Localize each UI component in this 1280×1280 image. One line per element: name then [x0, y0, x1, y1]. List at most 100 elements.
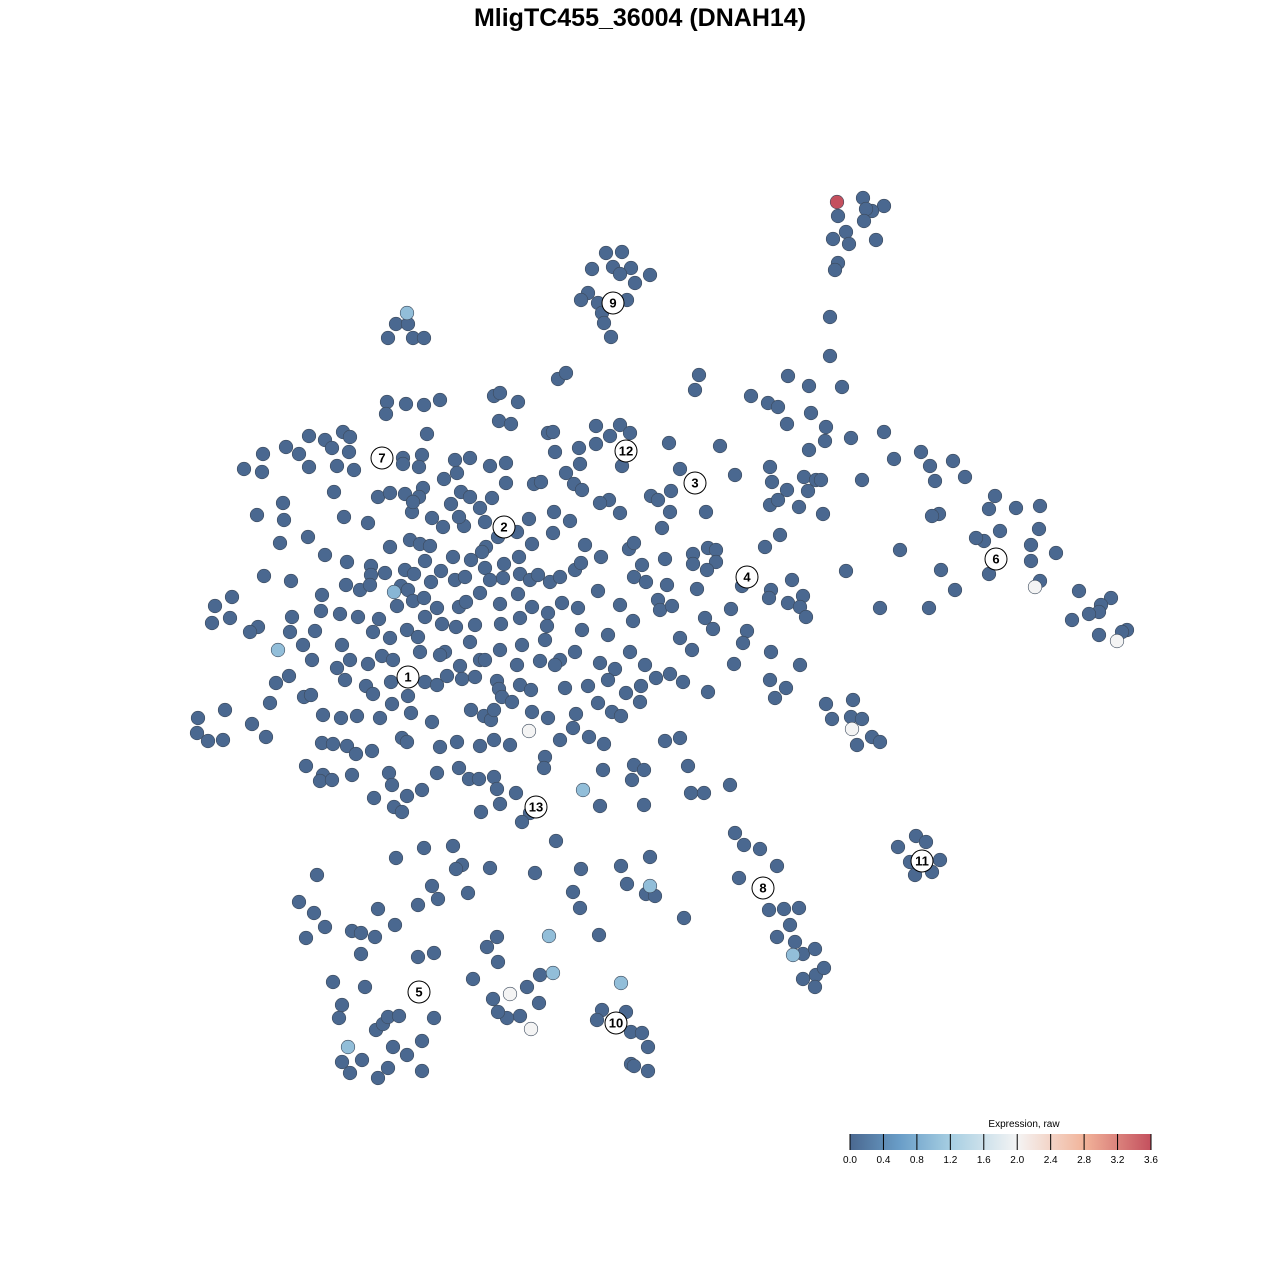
data-point — [303, 687, 319, 703]
data-point — [676, 910, 692, 926]
data-point — [482, 458, 498, 474]
data-point — [382, 539, 398, 555]
data-point — [509, 657, 525, 673]
data-point — [932, 852, 948, 868]
data-point — [417, 674, 433, 690]
data-point — [399, 1047, 415, 1063]
data-point — [429, 600, 445, 616]
data-point — [947, 582, 963, 598]
data-point — [491, 413, 507, 429]
data-point — [772, 527, 788, 543]
data-point — [282, 624, 298, 640]
data-point — [530, 567, 546, 583]
data-point — [317, 547, 333, 563]
data-point — [298, 758, 314, 774]
data-point — [333, 710, 349, 726]
data-point — [619, 876, 635, 892]
data-point — [532, 967, 548, 983]
data-point — [334, 1054, 350, 1070]
data-point — [807, 941, 823, 957]
data-point — [465, 971, 481, 987]
data-point — [632, 694, 648, 710]
data-point — [626, 569, 642, 585]
data-point — [546, 504, 562, 520]
data-point — [332, 606, 348, 622]
data-point — [726, 656, 742, 672]
data-point — [778, 680, 794, 696]
cluster-label-text: 10 — [609, 1016, 623, 1031]
data-point — [807, 979, 823, 995]
data-point — [429, 677, 445, 693]
data-point — [637, 657, 653, 673]
data-point — [395, 456, 411, 472]
data-point — [800, 483, 816, 499]
data-point — [642, 849, 658, 865]
data-point — [697, 610, 713, 626]
data-point — [595, 762, 611, 778]
data-point — [838, 224, 854, 240]
data-point — [388, 316, 404, 332]
data-point — [472, 738, 488, 754]
legend-tick-label: 2.4 — [1044, 1155, 1058, 1166]
data-point — [782, 917, 798, 933]
data-point — [342, 429, 358, 445]
data-point — [341, 444, 357, 460]
data-point — [537, 632, 553, 648]
data-point — [329, 660, 345, 676]
data-point — [244, 716, 260, 732]
data-point — [462, 489, 478, 505]
data-point — [436, 471, 452, 487]
data-point — [796, 469, 812, 485]
data-point — [492, 596, 508, 612]
data-point — [386, 584, 402, 600]
data-point — [342, 1065, 358, 1081]
data-point — [545, 424, 561, 440]
data-point — [329, 458, 345, 474]
data-point — [536, 760, 552, 776]
data-point — [429, 765, 445, 781]
data-point — [650, 492, 666, 508]
data-point — [473, 804, 489, 820]
data-point — [779, 416, 795, 432]
cluster-label-circle — [984, 547, 1008, 571]
data-point — [708, 554, 724, 570]
data-point — [624, 772, 640, 788]
data-point — [357, 979, 373, 995]
data-point — [591, 927, 607, 943]
data-point — [757, 539, 773, 555]
data-point — [927, 473, 943, 489]
data-point — [370, 1070, 386, 1086]
legend-tick-label: 0.8 — [910, 1155, 924, 1166]
data-point — [490, 954, 506, 970]
data-point — [1064, 612, 1080, 628]
data-point — [596, 736, 612, 752]
data-point — [557, 680, 573, 696]
data-point — [592, 798, 608, 814]
data-point — [547, 657, 563, 673]
data-point — [339, 738, 355, 754]
data-point — [295, 637, 311, 653]
data-point — [304, 652, 320, 668]
data-point — [770, 492, 786, 508]
data-point — [474, 544, 490, 560]
data-point — [892, 542, 908, 558]
data-point — [365, 686, 381, 702]
data-point — [417, 609, 433, 625]
data-point — [1048, 545, 1064, 561]
data-point — [382, 630, 398, 646]
data-point — [691, 367, 707, 383]
data-point — [626, 535, 642, 551]
data-point — [767, 690, 783, 706]
data-point — [276, 512, 292, 528]
data-point — [572, 900, 588, 916]
data-point — [571, 440, 587, 456]
data-point — [614, 244, 630, 260]
data-point — [727, 825, 743, 841]
data-point — [524, 599, 540, 615]
data-point — [791, 499, 807, 515]
data-point — [479, 939, 495, 955]
data-point — [454, 671, 470, 687]
data-point — [816, 960, 832, 976]
data-point — [451, 760, 467, 776]
data-point — [752, 841, 768, 857]
